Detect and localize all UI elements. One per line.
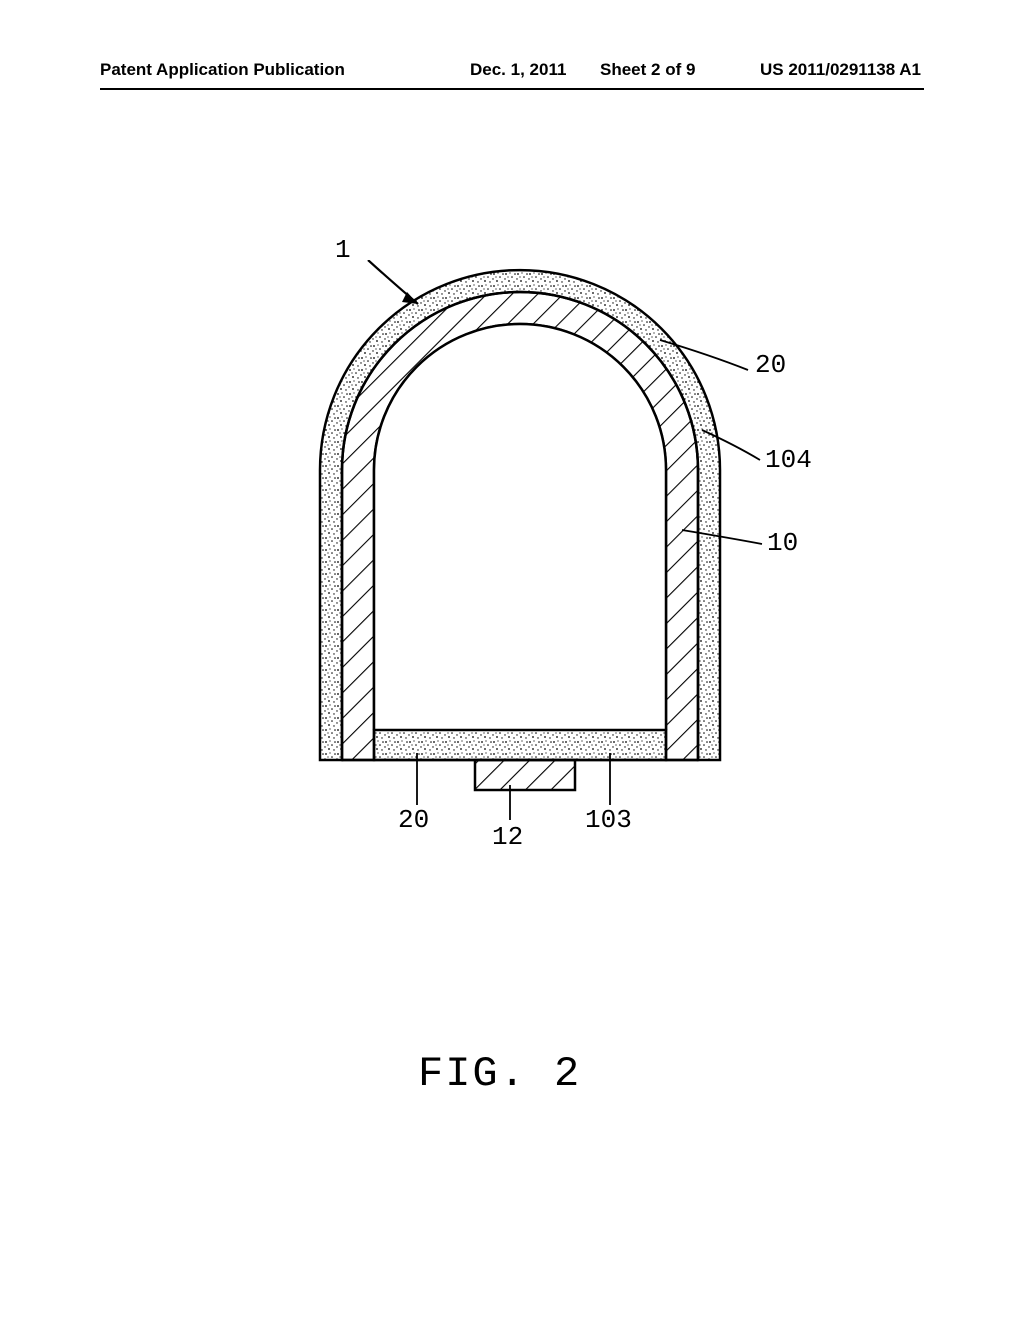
ref-assembly: 1	[335, 235, 351, 265]
publication-type: Patent Application Publication	[100, 60, 345, 80]
patent-page: Patent Application Publication Dec. 1, 2…	[0, 0, 1024, 1320]
ref-12: 12	[492, 822, 523, 852]
header-rule	[100, 88, 924, 90]
page-header: Patent Application Publication Dec. 1, 2…	[0, 60, 1024, 90]
figure-label: FIG. 2	[418, 1050, 581, 1098]
ref-20-top: 20	[755, 350, 786, 380]
publication-date: Dec. 1, 2011	[470, 60, 566, 80]
base-protrusion	[475, 760, 575, 790]
inner-cavity-outline	[374, 324, 666, 730]
figure-2-container: 1 20 104 10 20 103 12	[240, 260, 800, 880]
ref-104: 104	[765, 445, 812, 475]
ref-20-bottom: 20	[398, 805, 429, 835]
ref-10: 10	[767, 528, 798, 558]
ref-103: 103	[585, 805, 632, 835]
sheet-number: Sheet 2 of 9	[600, 60, 695, 80]
publication-number: US 2011/0291138 A1	[760, 60, 921, 80]
figure-2-svg	[240, 260, 800, 880]
